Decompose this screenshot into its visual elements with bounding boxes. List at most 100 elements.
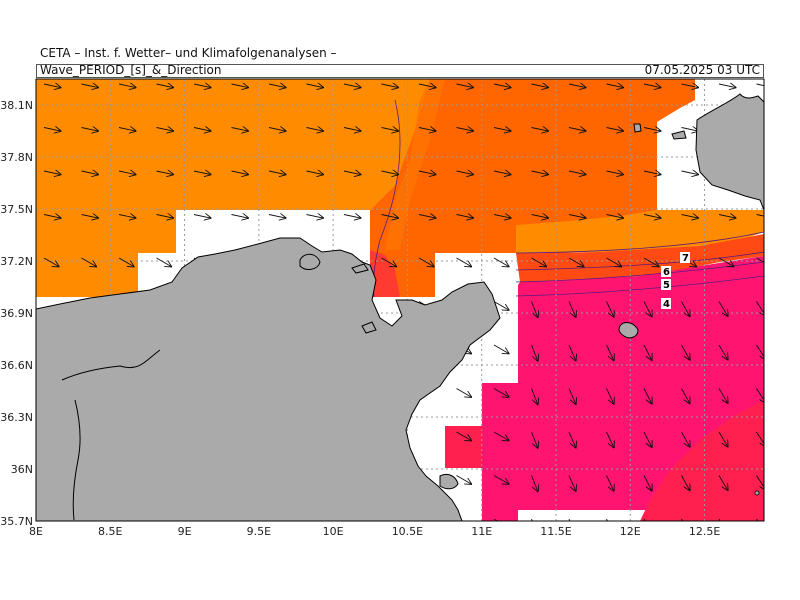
direction-arrow [81, 171, 99, 175]
direction-arrow [43, 257, 59, 267]
direction-arrow [681, 301, 690, 317]
direction-arrow [118, 128, 136, 132]
direction-arrow [681, 84, 699, 88]
direction-arrow [418, 128, 436, 132]
lon-tick-label: 12.5E [689, 525, 720, 538]
direction-arrow [81, 257, 97, 267]
direction-arrow [493, 215, 511, 219]
direction-arrow [118, 257, 134, 267]
land-djerba [439, 473, 459, 490]
direction-arrow [568, 215, 586, 219]
direction-arrow [118, 84, 136, 88]
land-egadi [671, 130, 687, 140]
direction-arrow [268, 215, 286, 219]
lon-tick-label: 8E [29, 525, 43, 538]
direction-arrow [381, 128, 399, 132]
direction-arrow [531, 431, 538, 448]
direction-arrow [456, 475, 472, 485]
direction-arrow [568, 344, 576, 361]
direction-arrow [606, 388, 614, 404]
direction-arrow [531, 388, 538, 405]
lon-tick-label: 11E [471, 525, 492, 538]
direction-arrow [306, 171, 324, 175]
direction-arrow [568, 388, 576, 405]
lat-tick-label: 36.3N [0, 411, 33, 424]
direction-arrow [756, 214, 764, 217]
direction-arrow [606, 431, 614, 447]
direction-arrow [756, 83, 764, 87]
lat-tick-label: 36N [11, 463, 33, 476]
direction-arrow [756, 388, 764, 403]
direction-arrow [568, 475, 576, 492]
lon-tick-label: 9E [178, 525, 192, 538]
lat-tick-label: 37.5N [0, 203, 33, 216]
direction-arrow [643, 301, 652, 317]
direction-arrow [718, 475, 728, 491]
direction-arrow [43, 84, 61, 88]
contour-label-7: 7 [682, 253, 689, 264]
period-region-red-orange [516, 234, 764, 282]
direction-arrows [43, 83, 764, 521]
direction-arrow [306, 128, 324, 132]
land-sicily [695, 93, 764, 211]
contour-label-6: 6 [663, 267, 670, 278]
direction-arrow [681, 215, 699, 219]
direction-arrow [493, 84, 511, 88]
direction-arrow [193, 215, 211, 219]
direction-arrow [643, 344, 652, 360]
valid-time: 07.05.2025 03 UTC [644, 63, 760, 77]
direction-arrow [493, 301, 509, 311]
direction-arrow [118, 171, 136, 175]
direction-arrow [343, 215, 361, 219]
contour-label-5: 5 [663, 280, 670, 291]
direction-arrow [606, 128, 624, 132]
lat-tick-label: 37.2N [0, 255, 33, 268]
direction-arrow [343, 171, 361, 175]
contour-label-4: 4 [663, 299, 670, 310]
direction-arrow [43, 215, 61, 219]
source-label: CETA – Inst. f. Wetter– und Klimafolgena… [40, 46, 337, 60]
land-malta [754, 490, 760, 496]
direction-arrow [718, 301, 728, 317]
direction-arrow [493, 128, 511, 132]
land-pantelleria [618, 322, 639, 339]
direction-arrow [156, 171, 174, 175]
direction-arrow [418, 84, 436, 88]
direction-arrow [381, 171, 399, 175]
period-region-orange-band [385, 79, 445, 250]
direction-arrow [343, 128, 361, 132]
direction-arrow [681, 344, 690, 360]
land-tunisia [36, 237, 501, 521]
lon-tick-label: 10E [323, 525, 344, 538]
direction-arrow [643, 128, 661, 132]
direction-arrow [493, 518, 499, 521]
direction-arrow [343, 84, 361, 88]
direction-arrow [643, 215, 661, 219]
direction-arrow [456, 431, 472, 441]
direction-arrow [493, 388, 509, 398]
lon-tick-label: 10.5E [392, 525, 423, 538]
direction-arrow [268, 128, 286, 132]
period-region-red-orange-west [370, 250, 400, 297]
direction-arrow [306, 84, 324, 88]
direction-arrow [156, 84, 174, 88]
direction-arrow [531, 84, 549, 88]
direction-arrow [193, 171, 211, 175]
direction-arrow [531, 475, 538, 492]
direction-arrow [531, 257, 547, 267]
direction-arrow [568, 431, 576, 448]
direction-arrow [456, 257, 472, 267]
direction-arrow [268, 171, 286, 175]
contour-label-group: 7 6 5 4 [661, 252, 690, 310]
lat-tick-label: 36.6N [0, 359, 33, 372]
contour-lines [372, 99, 764, 298]
direction-arrow [756, 431, 764, 446]
direction-arrow [231, 84, 249, 88]
direction-arrow [381, 215, 399, 219]
period-region-dark-orange [370, 79, 695, 297]
direction-arrow [531, 301, 538, 318]
land-islet-1 [633, 123, 642, 133]
direction-arrow [193, 84, 211, 88]
direction-arrow [193, 128, 211, 132]
